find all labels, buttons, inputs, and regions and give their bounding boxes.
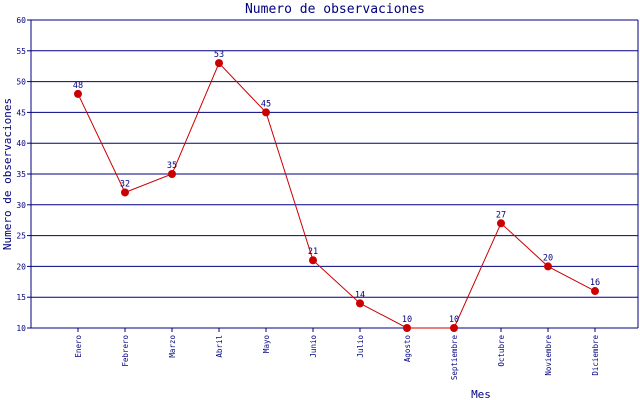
x-tick-label: Junio (309, 335, 318, 358)
data-label: 48 (73, 81, 83, 91)
series-line (77, 62, 596, 329)
y-tick-label: 10 (16, 324, 26, 333)
x-axis-label: Mes (471, 388, 491, 400)
data-point (309, 256, 317, 265)
data-label: 53 (214, 50, 224, 60)
x-tick-label: Marzo (168, 335, 177, 358)
data-point (591, 287, 599, 296)
y-tick-label: 45 (16, 108, 26, 117)
x-tick-label: Mayo (262, 335, 271, 354)
x-tick-label: Febrero (121, 335, 130, 367)
y-tick-label: 50 (16, 78, 26, 87)
x-tick-label: Abril (215, 335, 224, 358)
y-axis-label: Numero de observaciones (1, 98, 14, 250)
data-label: 20 (543, 253, 553, 263)
series-polyline (77, 62, 596, 329)
chart-title: Numero de observaciones (245, 2, 425, 17)
data-label: 10 (402, 315, 412, 325)
data-point (168, 170, 176, 178)
data-point (356, 299, 364, 308)
data-label: 16 (590, 278, 600, 288)
y-tick-label: 30 (16, 201, 26, 210)
data-labels: 48 32 35 53 45 21 14 10 10 27 20 16 (73, 50, 600, 325)
y-tick-label: 25 (16, 232, 26, 241)
y-tick-label: 60 (16, 16, 26, 25)
x-axis-ticks: Enero Febrero Marzo Abril Mayo Junio Julio Agos… (74, 328, 600, 380)
y-tick-label: 15 (16, 293, 26, 302)
data-label: 32 (120, 179, 130, 189)
x-tick-label: Julio (356, 335, 365, 358)
x-tick-label: Diciembre (591, 335, 600, 376)
data-point (215, 59, 223, 68)
y-tick-label: 55 (16, 47, 26, 56)
y-tick-label: 20 (16, 262, 26, 271)
data-point (74, 89, 82, 98)
data-point (544, 262, 552, 271)
x-tick-label: Agosto (403, 335, 412, 363)
grid (30, 19, 639, 329)
data-label: 14 (355, 290, 365, 300)
data-label: 21 (308, 247, 318, 257)
x-tick-label: Enero (74, 335, 83, 358)
data-label: 27 (496, 210, 506, 220)
data-point (450, 324, 458, 332)
y-axis-ticks: 10 15 20 25 30 35 40 45 50 55 60 (16, 16, 31, 333)
data-point (262, 108, 270, 117)
y-tick-label: 40 (16, 139, 26, 148)
data-point (497, 219, 505, 228)
x-tick-label: Octubre (497, 335, 506, 367)
data-point (121, 188, 129, 197)
data-label: 10 (449, 315, 459, 325)
x-tick-label: Noviembre (544, 335, 553, 376)
data-point (403, 324, 411, 332)
data-label: 35 (167, 161, 177, 171)
series-markers (74, 59, 599, 332)
data-label: 45 (261, 99, 271, 109)
x-tick-label: Septiembre (450, 335, 459, 381)
y-tick-label: 35 (16, 170, 26, 179)
